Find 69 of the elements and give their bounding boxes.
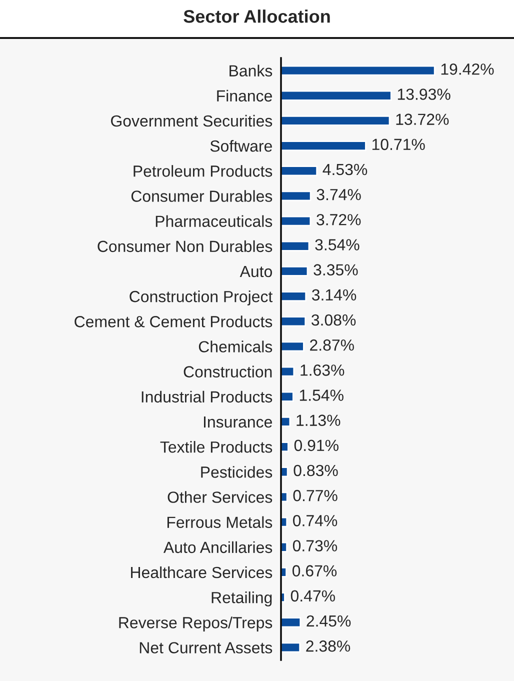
bar (281, 240, 310, 252)
data-label: 0.91% (294, 440, 338, 452)
bar (281, 466, 288, 478)
y-tick-label: Chemicals (198, 340, 272, 352)
bar (281, 642, 301, 653)
bar (281, 216, 312, 226)
data-label: 19.42% (441, 64, 494, 75)
bar (281, 316, 306, 327)
y-tick-label: Pesticides (201, 466, 272, 478)
bar (281, 166, 318, 176)
y-tick-label: Net Current Assets (140, 642, 272, 654)
y-tick-label: Software (210, 140, 272, 152)
data-label: 13.72% (396, 114, 449, 125)
y-tick-label: Auto Ancillaries (164, 541, 272, 554)
bar (281, 617, 302, 628)
data-label: 0.83% (294, 464, 338, 476)
bar (281, 366, 295, 377)
bar (281, 65, 436, 76)
bar (281, 442, 289, 452)
bar (281, 90, 392, 101)
bar (281, 116, 390, 126)
data-label: 0.77% (293, 490, 338, 502)
bar (281, 492, 288, 502)
data-label: 3.08% (312, 314, 356, 326)
y-tick-label: Ferrous Metals (167, 516, 272, 528)
data-label: 13.93% (398, 88, 450, 100)
data-label: 0.74% (293, 515, 338, 526)
y-tick-label: Government Securities (111, 114, 272, 127)
y-tick-label: Consumer Durables (131, 190, 272, 202)
y-tick-label: Pharmaceuticals (156, 215, 272, 227)
data-label: 3.74% (316, 188, 361, 200)
y-tick-label: Industrial Products (142, 390, 272, 403)
bar (281, 416, 291, 427)
bar (281, 266, 308, 276)
data-label: 3.35% (314, 264, 358, 276)
y-tick-label: Auto (240, 266, 272, 278)
data-label: 3.14% (312, 289, 356, 301)
y-tick-label: Healthcare Services (131, 566, 272, 578)
y-tick-label: Construction Project (130, 290, 273, 306)
y-tick-label: Textile Products (160, 441, 272, 453)
bar (281, 391, 294, 402)
data-label: 1.13% (296, 414, 340, 426)
data-label: 3.72% (316, 214, 361, 226)
bar (281, 190, 312, 202)
data-label: 4.53% (322, 164, 368, 176)
bar (281, 291, 307, 302)
data-label: 0.67% (292, 565, 337, 576)
data-label: 1.54% (300, 390, 344, 401)
y-tick-label: Construction (184, 366, 272, 378)
data-label: 2.38% (306, 640, 350, 652)
data-label: 2.45% (306, 615, 351, 627)
y-tick-label: Banks (230, 64, 272, 76)
y-tick-label: Finance (217, 90, 272, 102)
data-label: 0.47% (290, 590, 335, 602)
y-tick-label: Reverse Repos/Treps (119, 616, 272, 632)
y-tick-label: Retailing (212, 592, 272, 606)
bar (281, 341, 304, 352)
y-tick-label: Consumer Non Durables (98, 240, 272, 252)
data-label: 1.63% (300, 364, 344, 376)
data-label: 2.87% (310, 339, 354, 351)
data-label: 0.73% (292, 540, 338, 552)
y-tick-label: Cement & Cement Products (74, 316, 272, 328)
data-label: 3.54% (315, 239, 360, 250)
chart-title: Sector Allocation (184, 10, 330, 23)
y-tick-label: Insurance (204, 416, 272, 428)
y-tick-label: Petroleum Products (134, 165, 272, 177)
y-tick-label: Other Services (168, 491, 272, 503)
bar (281, 140, 366, 151)
data-label: 10.71% (372, 138, 425, 150)
